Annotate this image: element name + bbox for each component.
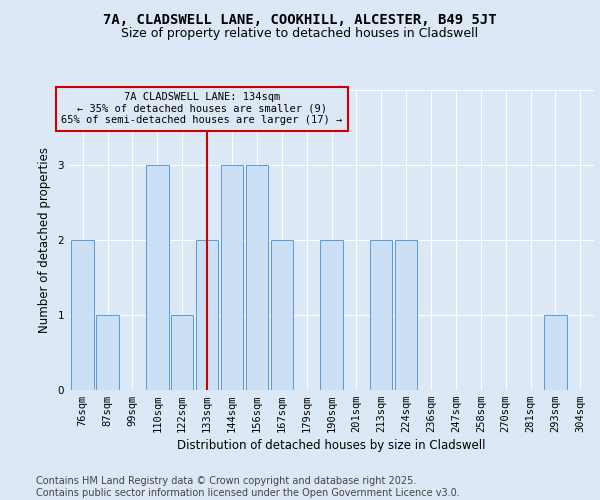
Bar [320, 240, 343, 390]
Bar [370, 240, 392, 390]
X-axis label: Distribution of detached houses by size in Cladswell: Distribution of detached houses by size … [177, 440, 486, 452]
Bar [171, 315, 193, 390]
Bar [146, 165, 169, 390]
Bar [97, 315, 119, 390]
Text: 7A, CLADSWELL LANE, COOKHILL, ALCESTER, B49 5JT: 7A, CLADSWELL LANE, COOKHILL, ALCESTER, … [103, 12, 497, 26]
Y-axis label: Number of detached properties: Number of detached properties [38, 147, 50, 333]
Bar [245, 165, 268, 390]
Text: Size of property relative to detached houses in Cladswell: Size of property relative to detached ho… [121, 28, 479, 40]
Text: 7A CLADSWELL LANE: 134sqm
← 35% of detached houses are smaller (9)
65% of semi-d: 7A CLADSWELL LANE: 134sqm ← 35% of detac… [61, 92, 343, 126]
Bar [71, 240, 94, 390]
Bar [221, 165, 243, 390]
Bar [544, 315, 566, 390]
Text: Contains HM Land Registry data © Crown copyright and database right 2025.
Contai: Contains HM Land Registry data © Crown c… [36, 476, 460, 498]
Bar [196, 240, 218, 390]
Bar [271, 240, 293, 390]
Bar [395, 240, 418, 390]
